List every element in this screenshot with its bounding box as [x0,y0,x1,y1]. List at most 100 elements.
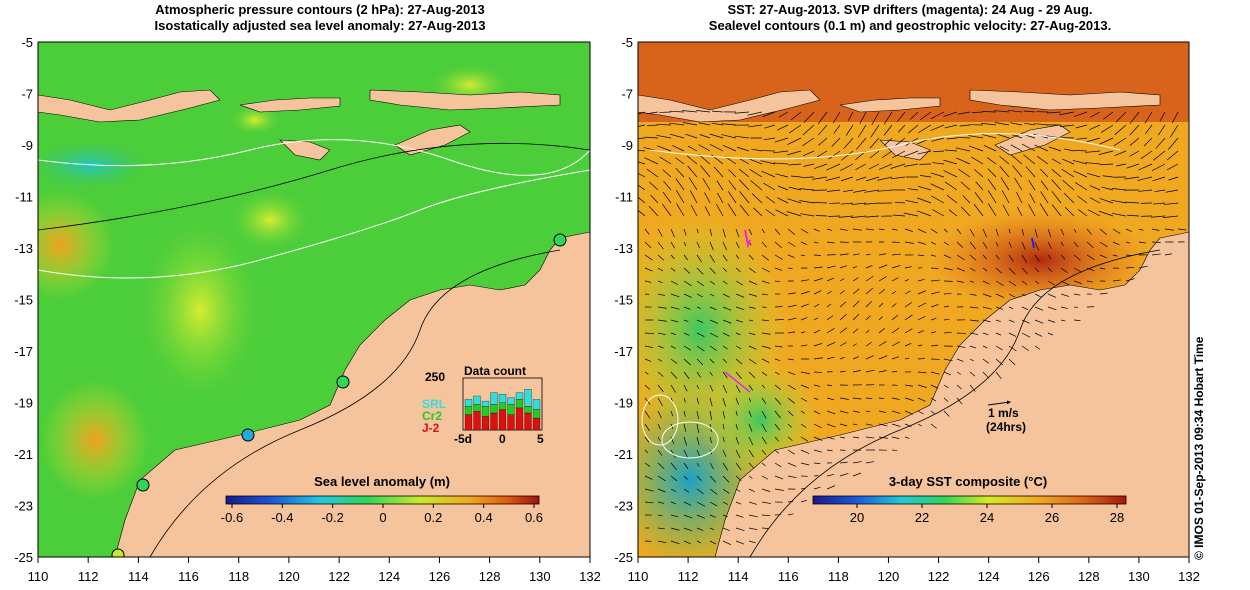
velocity-vector [709,384,714,392]
velocity-vector [638,196,646,204]
velocity-vector [1048,146,1062,152]
velocity-vector [956,254,965,261]
velocity-vector [1008,267,1016,275]
velocity-vector [1098,150,1114,155]
velocity-vector [1103,111,1114,120]
velocity-vector [982,280,990,285]
velocity-vector [839,253,849,256]
left-lon-tick-label: 118 [228,569,249,584]
velocity-vector [946,137,958,140]
velocity-vector [1138,228,1144,231]
velocity-vector [1021,143,1036,152]
velocity-vector [722,280,728,285]
velocity-vector [826,277,835,282]
java-bali-islands [38,89,221,123]
velocity-vector [748,475,753,479]
velocity-vector [826,449,833,452]
velocity-vector [683,410,686,417]
velocity-vector [1158,124,1166,136]
velocity-vector [852,288,860,295]
velocity-vector [974,169,984,178]
australia-landmass [114,231,590,557]
velocity-vector [748,254,754,260]
velocity-vector [904,423,912,427]
velocity-vector [843,137,854,150]
velocity-vector [709,475,717,483]
velocity-vector [813,357,823,360]
velocity-vector [1114,150,1127,157]
histogram-bar [524,406,532,414]
velocity-vector [787,513,794,516]
anomaly-yellow-north [230,190,310,250]
velocity-vector [761,514,771,517]
velocity-vector [1016,191,1023,204]
velocity-vector [735,423,738,430]
velocity-vector [774,475,784,480]
velocity-vector [644,436,650,443]
velocity-vector [763,182,776,191]
left-map-frame [37,41,591,558]
velocity-vector [1155,137,1166,149]
velocity-vector [761,241,767,248]
velocity-vector [1034,228,1038,238]
velocity-vector [748,384,754,391]
velocity-vector [675,167,685,178]
velocity-vector [748,124,763,128]
velocity-vector [982,228,987,238]
velocity-vector [657,241,664,250]
velocity-vector [696,228,699,234]
velocity-vector [831,137,841,147]
velocity-vector [1008,254,1014,262]
anomaly-yellow-islands [230,105,280,135]
velocity-vector [826,315,834,321]
velocity-vector [735,501,742,505]
velocity-vector [813,423,822,429]
velocity-vector [713,166,724,178]
velocity-vector [1086,254,1095,260]
velocity-vector [826,265,836,269]
velocity-vector [683,267,691,274]
velocity-vector [995,228,999,237]
velocity-vector [663,180,672,191]
velocity-vector [751,193,763,204]
velocity-vector [1034,280,1040,285]
velocity-vector [865,355,874,360]
velocity-vector [826,474,835,477]
right-lat-tick-label: -11 [615,190,633,205]
velocity-vector [1170,124,1179,138]
left-lat-tick-label: -11 [15,190,33,205]
right-lat-tick-label: -9 [621,138,633,153]
velocity-vector [1085,162,1101,165]
velocity-vector [683,475,688,480]
velocity-vector [930,195,945,204]
velocity-vector [1086,267,1095,272]
velocity-vector [1168,176,1179,181]
right-lat-tick-label: -19 [614,396,633,411]
velocity-vector [869,137,880,149]
velocity-vector [749,169,763,178]
velocity-vector [852,277,859,282]
velocity-vector [709,410,713,420]
velocity-vector [930,124,945,131]
velocity-vector [696,423,700,433]
velocity-vector [1036,155,1049,165]
sst-colorbar [812,495,1127,505]
velocity-vector [891,303,897,308]
velocity-vector [774,384,781,390]
velocity-vector [670,371,678,379]
right-lon-tick-label: 116 [778,569,799,584]
velocity-vector [722,319,732,324]
velocity-vector [891,314,899,321]
velocity-vector [748,397,752,402]
histogram-bar [464,414,473,431]
left-lon-tick-label: 120 [278,569,300,584]
tide-gauge-marker [111,548,125,557]
velocity-vector [956,371,962,375]
velocity-vector [800,317,808,321]
velocity-vector [774,267,783,271]
velocity-vector [904,357,910,360]
velocity-vector [686,155,698,165]
sla-colorbar-label: Sea level anomaly (m) [314,474,450,489]
velocity-vector [917,344,923,347]
velocity-vector [722,144,737,152]
